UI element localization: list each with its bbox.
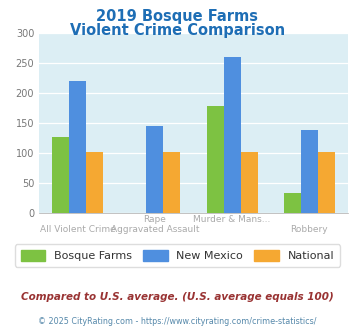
Bar (52, 137, 69, 213)
Bar (318, 152, 335, 213)
Bar (241, 152, 258, 213)
Text: Rape: Rape (143, 215, 166, 224)
Bar (301, 129, 318, 213)
Bar (86, 152, 103, 213)
Bar (69, 81, 86, 213)
Text: Aggravated Assault: Aggravated Assault (111, 225, 199, 234)
Legend: Bosque Farms, New Mexico, National: Bosque Farms, New Mexico, National (15, 245, 340, 267)
Text: Compared to U.S. average. (U.S. average equals 100): Compared to U.S. average. (U.S. average … (21, 292, 334, 302)
Text: 2019 Bosque Farms: 2019 Bosque Farms (97, 9, 258, 24)
Text: Violent Crime Comparison: Violent Crime Comparison (70, 23, 285, 38)
Text: Robbery: Robbery (290, 225, 328, 234)
Bar (146, 126, 163, 213)
Text: Murder & Mans...: Murder & Mans... (193, 215, 271, 224)
Text: All Violent Crime: All Violent Crime (40, 225, 115, 234)
Bar (207, 106, 224, 213)
Bar (224, 57, 241, 213)
Bar (284, 193, 301, 213)
Bar (163, 152, 180, 213)
Text: © 2025 CityRating.com - https://www.cityrating.com/crime-statistics/: © 2025 CityRating.com - https://www.city… (38, 317, 317, 326)
